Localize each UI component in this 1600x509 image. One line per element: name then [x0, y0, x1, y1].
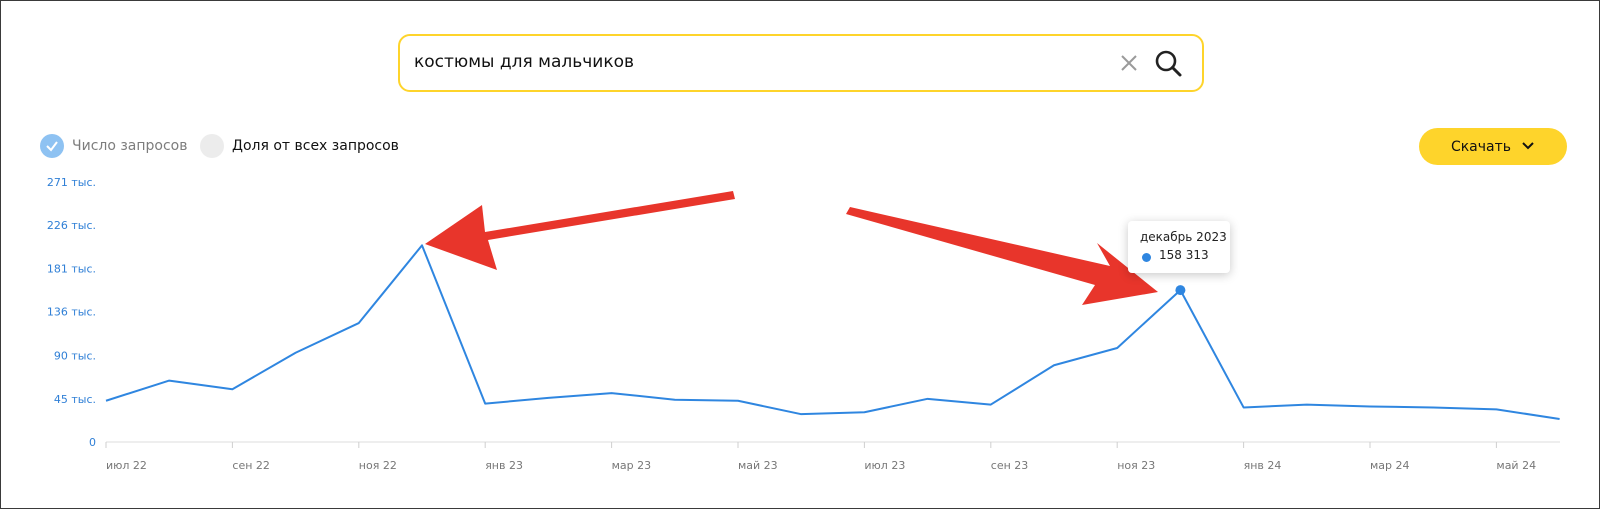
y-tick-label: 90 тыс. — [54, 350, 96, 363]
toggle-share-label: Доля от всех запросов — [232, 138, 399, 154]
x-tick-label: янв 23 — [485, 459, 523, 472]
search-box[interactable]: костюмы для мальчиков — [398, 34, 1204, 92]
x-tick-label: май 23 — [738, 459, 778, 472]
data-tooltip: декабрь 2023 158 313 — [1128, 221, 1230, 273]
check-icon — [40, 134, 64, 158]
chevron-down-icon — [1521, 139, 1535, 155]
x-tick-label: ноя 23 — [1117, 459, 1155, 472]
tooltip-period: декабрь 2023 — [1140, 230, 1227, 244]
x-axis: июл 22 сен 22 ноя 22 янв 23 мар 23 май 23 июл … — [105, 442, 1536, 472]
series-line — [105, 244, 1560, 420]
x-tick-label: мар 24 — [1370, 459, 1410, 472]
x-tick-label: июл 23 — [864, 459, 905, 472]
x-tick-label: июл 22 — [106, 459, 147, 472]
y-tick-label: 181 тыс. — [47, 262, 96, 275]
download-button[interactable]: Скачать — [1419, 128, 1567, 165]
annotation-arrow-left — [425, 191, 735, 270]
y-tick-label: 271 тыс. — [47, 176, 96, 189]
toggle-share-of-requests[interactable]: Доля от всех запросов — [200, 133, 399, 159]
x-tick-label: сен 22 — [232, 459, 270, 472]
toggle-request-count[interactable]: Число запросов — [40, 133, 188, 159]
y-tick-label: 226 тыс. — [47, 219, 96, 232]
y-tick-label: 0 — [89, 436, 96, 449]
annotation-arrows — [425, 191, 1158, 305]
highlighted-point — [1175, 285, 1186, 296]
tooltip-series-dot — [1142, 253, 1151, 262]
x-tick-label: мар 23 — [612, 459, 652, 472]
download-button-label: Скачать — [1450, 138, 1512, 155]
search-input[interactable]: костюмы для мальчиков — [414, 52, 635, 72]
annotation-arrow-right — [846, 207, 1158, 305]
x-tick-label: ноя 22 — [359, 459, 397, 472]
toggle-request-count-label: Число запросов — [72, 138, 188, 154]
tooltip-value: 158 313 — [1159, 248, 1209, 262]
search-icon[interactable] — [1154, 49, 1184, 79]
y-tick-label: 136 тыс. — [47, 306, 96, 319]
y-tick-label: 45 тыс. — [54, 393, 96, 406]
x-tick-label: янв 24 — [1244, 459, 1282, 472]
series — [105, 244, 1560, 420]
clear-icon[interactable] — [1118, 52, 1140, 74]
y-axis: 0 45 тыс. 90 тыс. 136 тыс. 181 тыс. 226 тыс. 2… — [47, 176, 96, 449]
x-tick-label: май 24 — [1496, 459, 1536, 472]
radio-icon — [200, 134, 224, 158]
x-tick-label: сен 23 — [991, 459, 1029, 472]
